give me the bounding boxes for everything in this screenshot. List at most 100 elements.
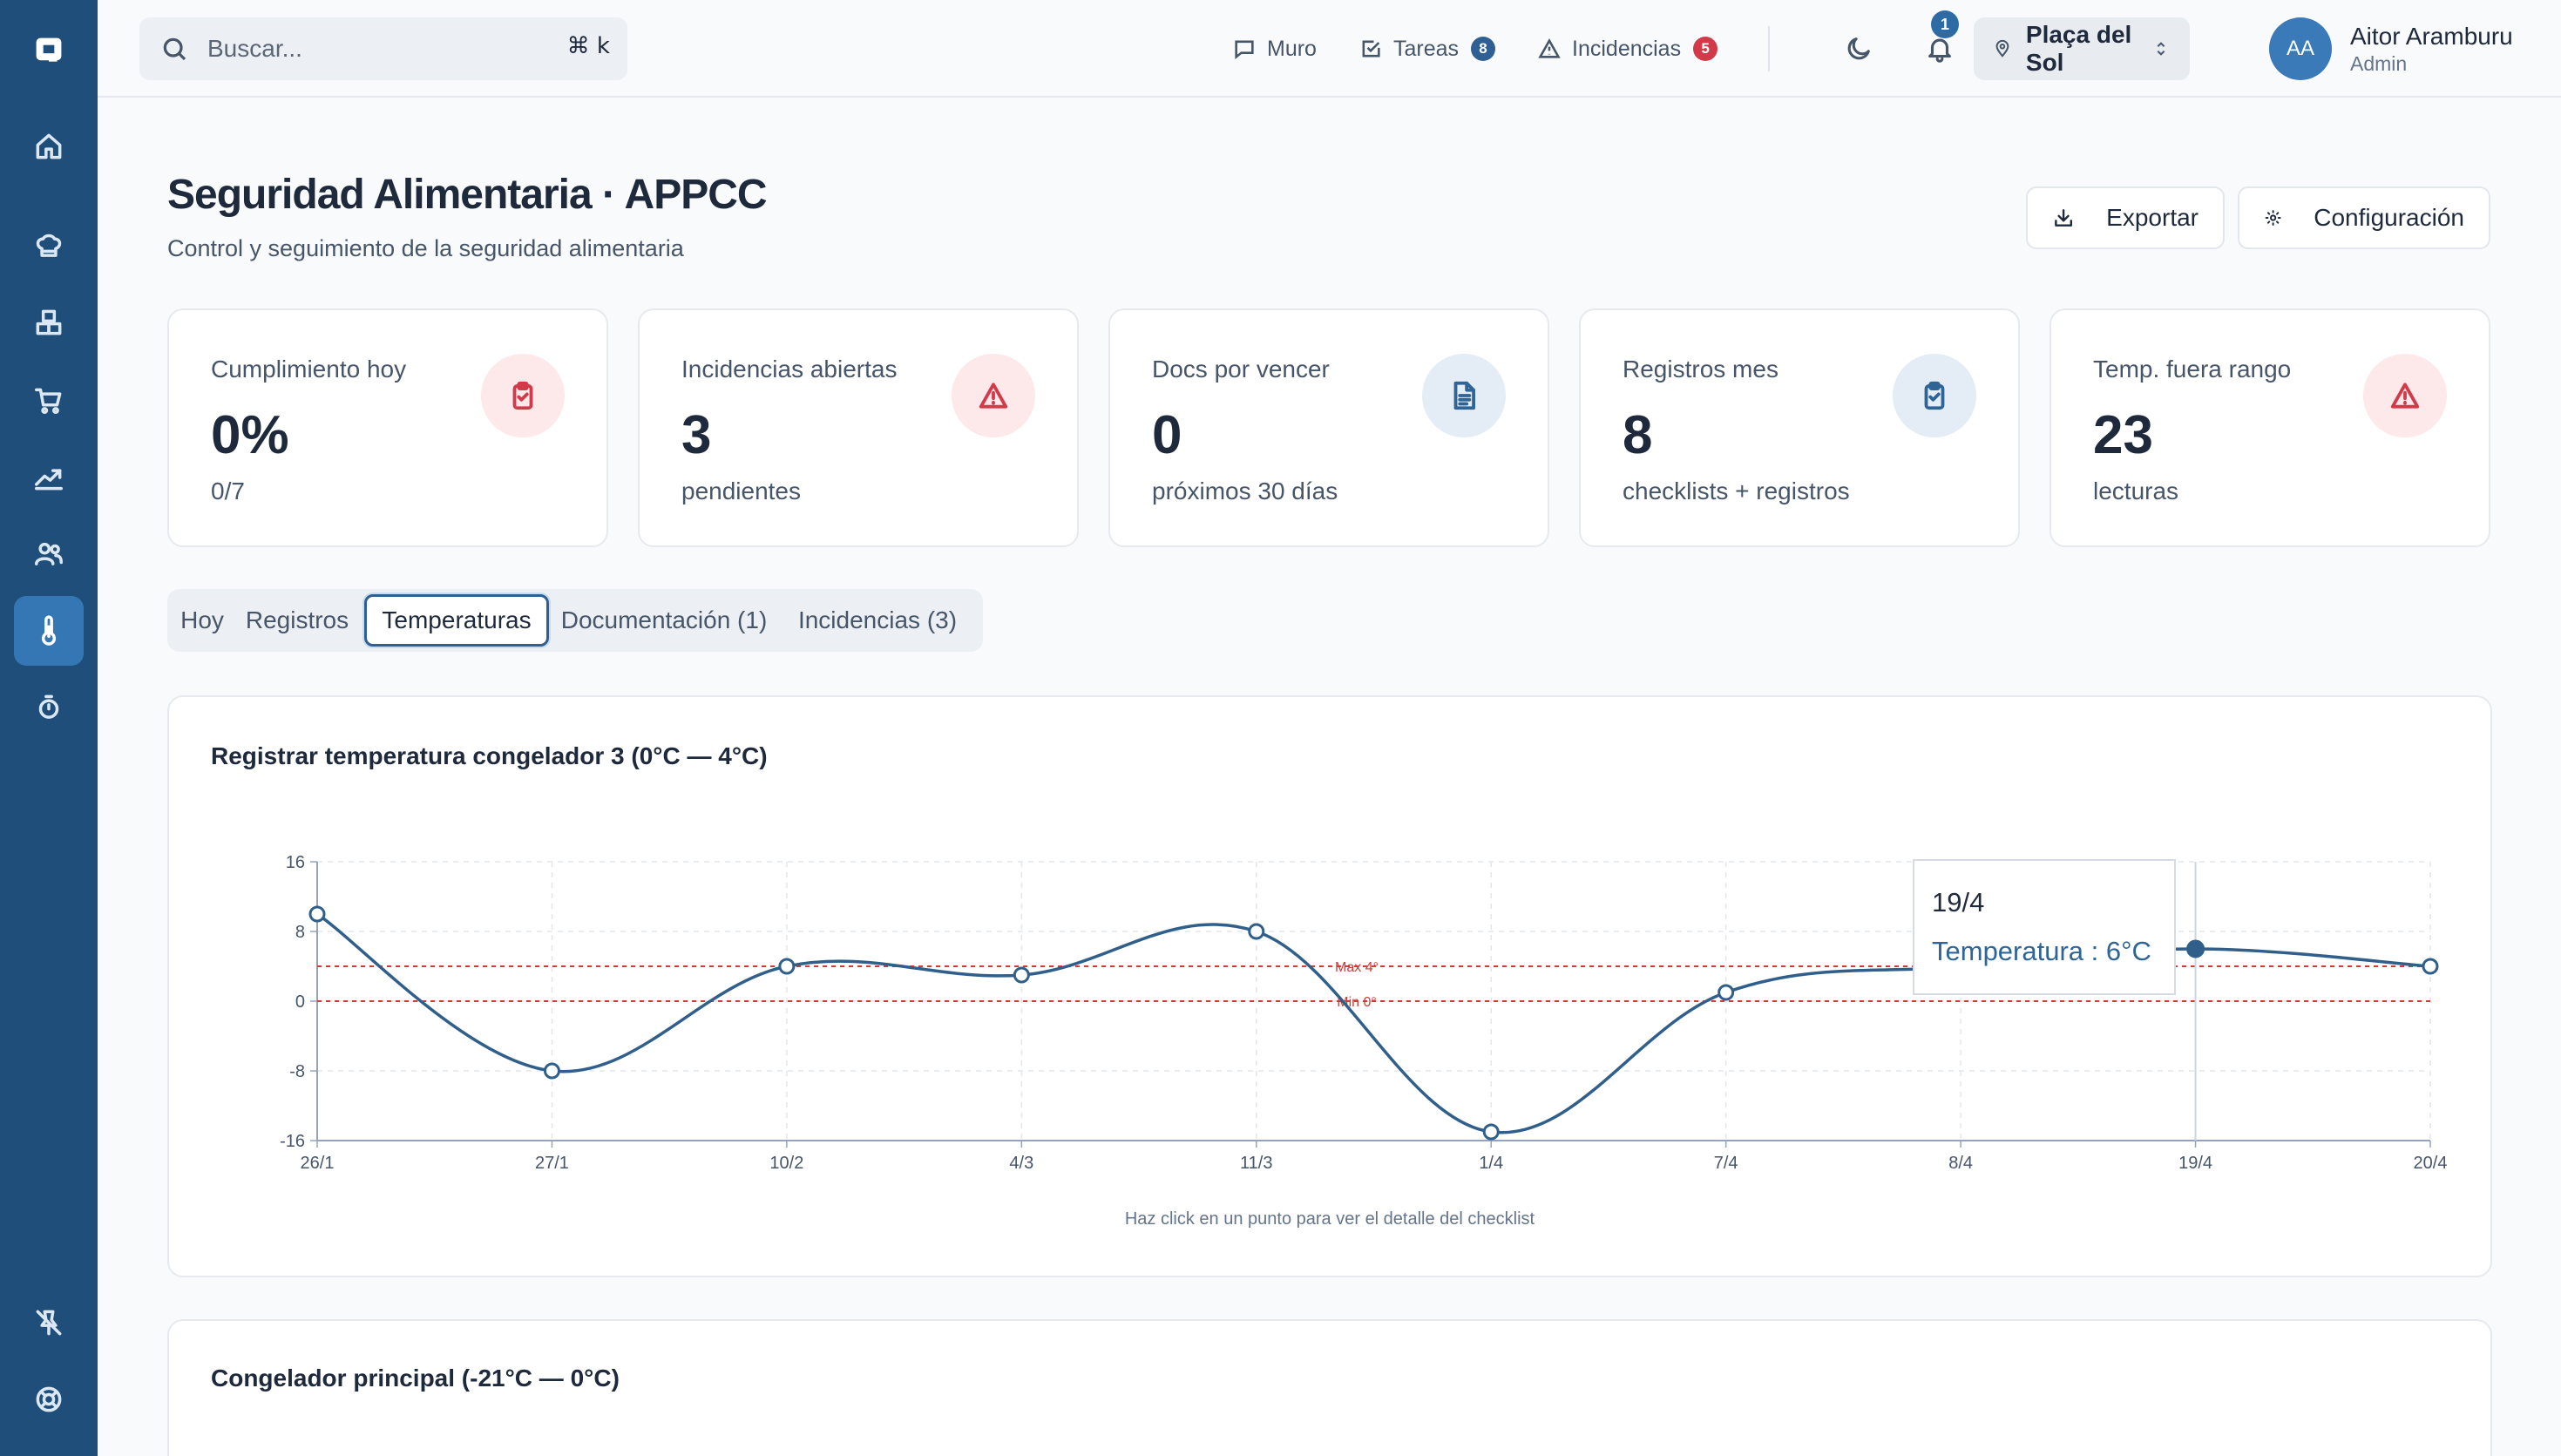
search-shortcut: ⌘ k [566, 33, 610, 59]
location-name: Plaça del Sol [2025, 21, 2132, 76]
page-title: Seguridad Alimentaria · APPCC [167, 172, 768, 218]
stat-value: 0 [1152, 405, 1182, 465]
configuration-button[interactable]: Configuración [2238, 186, 2490, 249]
data-point[interactable] [778, 958, 796, 975]
y-tick-label: 0 [295, 992, 305, 1012]
incidencias-count-badge: 5 [1693, 37, 1718, 61]
nav-incidencias-label: Incidencias [1572, 36, 1682, 61]
location-select[interactable]: Plaça del Sol [1974, 17, 2190, 80]
gear-icon [2265, 210, 2281, 226]
avatar[interactable]: AA [2269, 17, 2332, 80]
timer-icon[interactable] [14, 673, 84, 742]
tooltip-value: Temperatura : 6°C [1932, 936, 2151, 966]
nav-tareas-label: Tareas [1392, 36, 1460, 61]
nav-muro[interactable]: Muro [1232, 37, 1317, 62]
configuration-label: Configuración [2314, 204, 2464, 231]
stat-value: 0% [211, 405, 289, 465]
stat-label: Incidencias abiertas [681, 356, 898, 383]
tareas-count-badge: 8 [1471, 37, 1496, 61]
export-label: Exportar [2106, 204, 2199, 231]
data-point[interactable] [1248, 923, 1265, 940]
x-tick-label: 8/4 [1948, 1154, 1973, 1173]
data-point[interactable] [2186, 939, 2205, 958]
topbar-divider [1768, 26, 1770, 71]
stat-label: Registros mes [1623, 356, 1778, 383]
chart-tooltip: 19/4 Temperatura : 6°C [1913, 859, 2176, 995]
data-point[interactable] [1717, 984, 1735, 1001]
theme-toggle-button[interactable] [1839, 30, 1878, 68]
x-tick-label: 26/1 [301, 1154, 335, 1173]
stat-sub: lecturas [2093, 477, 2179, 505]
search-box[interactable]: ⌘ k [139, 17, 627, 80]
page-subtitle: Control y seguimiento de la seguridad al… [167, 235, 684, 261]
search-input[interactable] [207, 35, 539, 63]
x-tick-label: 20/4 [2414, 1154, 2448, 1173]
stat-value: 8 [1623, 405, 1653, 465]
map-pin-icon [1995, 39, 2009, 58]
x-tick-label: 4/3 [1009, 1154, 1033, 1173]
app-logo-icon[interactable] [14, 16, 84, 85]
freezer-main-card: Congelador principal (-21°C — 0°C) [167, 1319, 2492, 1456]
help-lifebuoy-icon[interactable] [14, 1365, 84, 1434]
user-name: Aitor Aramburu [2350, 23, 2513, 50]
clipboard-check-icon [481, 354, 565, 437]
nav-muro-label: Muro [1267, 36, 1317, 61]
main-panel: ⌘ k Muro Tareas 8 Incidencias 5 [98, 0, 2561, 1456]
stat-label: Cumplimiento hoy [211, 356, 407, 383]
moon-icon [1847, 37, 1870, 60]
data-point[interactable] [543, 1062, 560, 1080]
chart-hint: Haz click en un punto para ver el detall… [1124, 1209, 1535, 1229]
x-tick-label: 10/2 [769, 1154, 803, 1173]
nav-incidencias[interactable]: Incidencias 5 [1537, 36, 1718, 62]
export-button[interactable]: Exportar [2026, 186, 2225, 249]
tab-registros[interactable]: Registros [245, 606, 349, 633]
nav-tareas[interactable]: Tareas 8 [1358, 36, 1496, 62]
stat-card-cumplimiento: Cumplimiento hoy 0% 0/7 [167, 308, 608, 547]
home-icon[interactable] [14, 112, 84, 181]
stat-sub: pendientes [681, 477, 802, 505]
stat-value: 3 [681, 405, 712, 465]
search-icon [163, 37, 186, 61]
bell-icon [1928, 38, 1951, 63]
tab-hoy[interactable]: Hoy [180, 606, 224, 633]
stat-value: 23 [2093, 405, 2153, 465]
user-role: Admin [2350, 52, 2408, 75]
users-icon[interactable] [14, 519, 84, 589]
y-tick-label: -8 [289, 1062, 305, 1081]
temperature-line-chart[interactable]: 16 8 0 -8 -16 26/1 27/1 10/2 4/3 11/3 1/4 7/4 8/4 19/… [169, 697, 2494, 1279]
stat-sub: checklists + registros [1623, 477, 1850, 505]
x-tick-label: 1/4 [1479, 1154, 1503, 1173]
tooltip-category: 19/4 [1932, 887, 1985, 918]
reference-line-label: Max 4° [1335, 960, 1379, 975]
cart-icon[interactable] [14, 366, 84, 436]
notifications-badge: 1 [1931, 10, 1959, 38]
trending-up-icon[interactable] [14, 443, 84, 512]
unpin-icon[interactable] [14, 1288, 84, 1358]
alert-triangle-icon [952, 354, 1035, 437]
y-tick-label: 16 [286, 853, 305, 872]
tab-bar: Hoy Registros Temperaturas Documentación… [167, 589, 983, 652]
clipboard-check-icon [1893, 354, 1976, 437]
checkbox-icon [1362, 40, 1380, 58]
thermometer-icon[interactable] [14, 596, 84, 666]
notifications-button[interactable] [1921, 30, 1959, 68]
document-icon [1422, 354, 1506, 437]
data-point[interactable] [308, 905, 326, 923]
tab-incidencias[interactable]: Incidencias (3) [797, 606, 958, 633]
stat-label: Docs por vencer [1152, 356, 1330, 383]
stat-card-incidencias: Incidencias abiertas 3 pendientes [638, 308, 1079, 547]
chart-card-title: Registrar temperatura congelador 3 (0°C … [211, 742, 768, 769]
data-point[interactable] [1482, 1123, 1500, 1141]
stat-card-registros: Registros mes 8 checklists + registros [1579, 308, 2020, 547]
x-tick-label: 27/1 [535, 1154, 569, 1173]
top-nav: Muro Tareas 8 Incidencias 5 [1232, 31, 1759, 66]
stat-label: Temp. fuera rango [2093, 356, 2292, 383]
tab-temperaturas[interactable]: Temperaturas [364, 594, 549, 647]
data-point[interactable] [1013, 966, 1030, 984]
boxes-icon[interactable] [14, 288, 84, 357]
chef-hat-icon[interactable] [14, 211, 84, 281]
stat-sub: 0/7 [211, 477, 245, 505]
data-point[interactable] [2422, 958, 2439, 975]
tab-documentacion[interactable]: Documentación (1) [560, 606, 768, 633]
